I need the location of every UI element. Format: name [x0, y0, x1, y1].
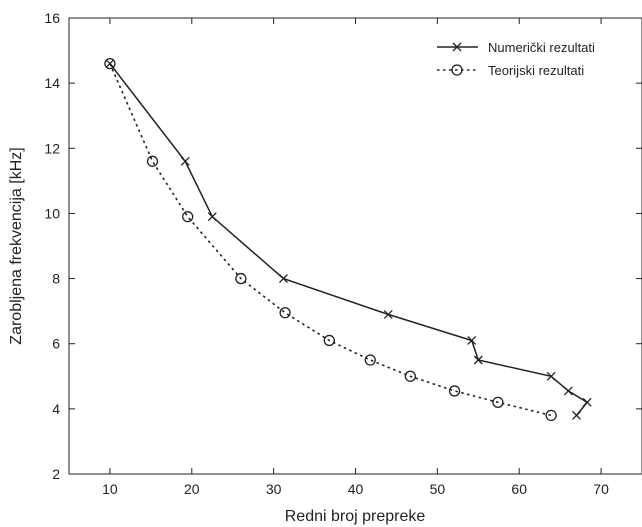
x-tick-label: 20: [184, 481, 200, 497]
x-tick-label: 30: [266, 481, 282, 497]
legend-label: Numerički rezultati: [488, 40, 595, 55]
y-axis-label: Zarobljena frekvencija [kHz]: [8, 147, 25, 344]
series-numericki: [105, 59, 592, 420]
series-line: [109, 63, 589, 416]
data-point: [182, 211, 194, 223]
y-tick-label: 2: [52, 466, 60, 482]
plot-area: [68, 17, 642, 475]
series-layer: [104, 57, 592, 422]
series-line: [109, 63, 552, 417]
x-axis-label: Redni broj prepreke: [285, 508, 426, 525]
legend-marker: [452, 42, 462, 52]
data-point: [582, 397, 592, 407]
data-point: [563, 386, 573, 396]
x-tick-label: 70: [593, 481, 609, 497]
legend-item: Teorijski rezultati: [437, 63, 584, 78]
series-teorijski: [104, 57, 557, 422]
data-point: [180, 156, 190, 166]
x-tick-label: 40: [348, 481, 364, 497]
data-point: [545, 409, 557, 422]
legend-label: Teorijski rezultati: [488, 63, 584, 78]
data-point: [448, 385, 461, 397]
data-point: [207, 212, 217, 222]
data-point: [104, 57, 116, 70]
data-point: [473, 355, 483, 365]
data-point: [404, 370, 416, 382]
data-point: [279, 307, 291, 319]
legend: Numerički rezultati Teorijski rezultati: [437, 40, 595, 78]
y-tick-label: 12: [44, 140, 60, 156]
data-point: [492, 396, 504, 408]
y-tick-label: 16: [44, 10, 60, 26]
x-tick-label: 50: [430, 481, 446, 497]
data-point: [146, 155, 159, 167]
data-point: [105, 59, 115, 69]
data-point: [279, 274, 288, 284]
legend-item: Numerički rezultati: [437, 40, 595, 55]
legend-marker: [451, 64, 463, 76]
data-point: [467, 335, 477, 345]
data-point: [383, 309, 393, 319]
axis-ticks: 10 20 30 40 50 60 70 2 4 6 8 10 12 14 16: [44, 10, 642, 497]
y-tick-label: 4: [52, 401, 60, 417]
x-tick-label: 60: [511, 481, 527, 497]
data-point: [323, 334, 335, 347]
x-tick-label: 10: [102, 481, 118, 497]
y-tick-label: 10: [44, 205, 60, 221]
y-tick-label: 6: [52, 336, 60, 352]
data-point: [546, 371, 556, 381]
y-tick-label: 14: [44, 75, 60, 91]
y-tick-label: 8: [52, 271, 60, 287]
data-point: [572, 410, 581, 420]
data-point: [235, 272, 247, 285]
data-point: [364, 354, 376, 366]
